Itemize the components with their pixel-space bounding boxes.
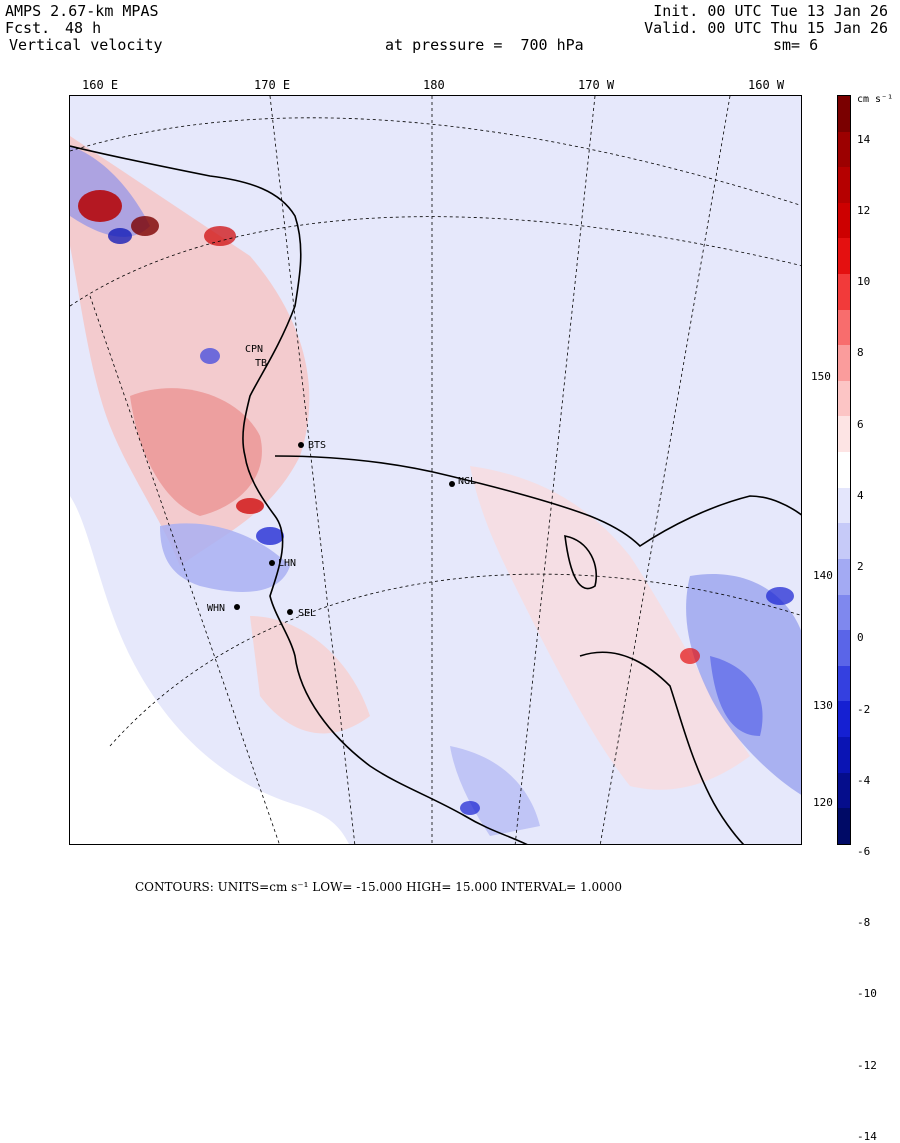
- field-name: Vertical velocity: [9, 36, 163, 54]
- colorbar-segment: [838, 309, 850, 346]
- lat-label: 150 W: [811, 370, 845, 383]
- colorbar-tick-label: -4: [857, 773, 871, 787]
- colorbar-tick-label: 8: [857, 346, 864, 360]
- colorbar-segment: [838, 808, 850, 844]
- coastline: [70, 145, 801, 844]
- colorbar-segment: [838, 202, 850, 239]
- colorbar-segment: [838, 772, 850, 809]
- colorbar-segment: [838, 594, 850, 631]
- descent-field: [450, 746, 540, 836]
- colorbar-segment: [838, 630, 850, 666]
- colorbar-segment: [838, 96, 850, 132]
- colorbar-tick-label: -10: [857, 987, 877, 1001]
- ascent-cell: [680, 648, 700, 664]
- station-label: SEL: [298, 608, 316, 619]
- contour-info: CONTOURS: UNITS=cm s⁻¹ LOW= -15.000 HIGH…: [135, 880, 623, 894]
- descent-field: [160, 523, 290, 592]
- station-dot: [449, 481, 455, 487]
- descent-cell: [460, 801, 480, 815]
- descent-field: [710, 656, 763, 736]
- ascent-field: [130, 388, 262, 516]
- colorbar-tick-label: -14: [857, 1129, 877, 1143]
- station-dot: [269, 560, 275, 566]
- ascent-field: [250, 616, 370, 734]
- graticule: [70, 96, 801, 844]
- forecast-label: Fcst.: [5, 19, 51, 37]
- colorbar-tick-label: -8: [857, 916, 871, 930]
- descent-cell: [766, 587, 794, 605]
- ascent-cell: [204, 226, 236, 246]
- station-label: NGL: [458, 476, 476, 487]
- lon-label: 180: [423, 78, 445, 92]
- stations: [234, 442, 455, 615]
- map-canvas: CPN TB BTS NGL LHN WHN SEL: [70, 96, 801, 844]
- colorbar-tick-label: 2: [857, 560, 864, 574]
- colorbar-units: cm s⁻¹: [857, 94, 894, 105]
- lon-label: 170 E: [254, 78, 291, 92]
- lon-label: 160 E: [82, 78, 119, 92]
- colorbar-segment: [838, 131, 850, 168]
- ascent-cell: [78, 190, 122, 222]
- colorbar-segment: [838, 274, 850, 310]
- lon-label: 160 W: [748, 78, 785, 92]
- model-title: AMPS 2.67-km MPAS: [5, 2, 159, 20]
- ascent-field: [470, 466, 750, 790]
- colorbar-segment: [838, 345, 850, 381]
- map-panel[interactable]: CPN TB BTS NGL LHN WHN SEL: [69, 95, 802, 845]
- colorbar-tick-label: -12: [857, 1058, 877, 1072]
- station-label: BTS: [308, 440, 326, 451]
- colorbar-tick-label: -2: [857, 702, 871, 716]
- ascent-cell: [131, 216, 159, 236]
- init-time: Init. 00 UTC Tue 13 Jan 26: [653, 2, 888, 20]
- colorbar-segment: [838, 238, 850, 275]
- colorbar-segment: [838, 380, 850, 417]
- station-dot: [234, 604, 240, 610]
- pressure-level: at pressure = 700 hPa: [385, 36, 584, 54]
- smoothing-label: sm= 6: [773, 36, 819, 54]
- colorbar-segment: [838, 558, 850, 595]
- descent-cell: [108, 228, 132, 244]
- colorbar-segment: [838, 701, 850, 737]
- station-label: TB: [255, 358, 267, 369]
- station-label: CPN: [245, 344, 263, 355]
- station-dot: [298, 442, 304, 448]
- colorbar-tick-label: 14: [857, 132, 871, 146]
- forecast-hour: 48 h: [65, 19, 102, 37]
- colorbar-tick-label: 6: [857, 417, 864, 431]
- colorbar-segment: [838, 167, 850, 203]
- station-label: WHN: [207, 603, 225, 614]
- station-dot: [287, 609, 293, 615]
- colorbar-tick-label: 4: [857, 488, 864, 502]
- colorbar-segment: [838, 452, 850, 488]
- colorbar: [837, 95, 851, 845]
- descent-cell: [200, 348, 220, 364]
- colorbar-segment: [838, 736, 850, 773]
- colorbar-segment: [838, 416, 850, 453]
- colorbar-tick-label: 12: [857, 203, 871, 217]
- ascent-cell: [236, 498, 264, 514]
- colorbar-segment: [838, 523, 850, 559]
- station-label: LHN: [278, 558, 296, 569]
- lon-label: 170 W: [578, 78, 615, 92]
- descent-cell: [256, 527, 284, 545]
- colorbar-tick-label: 0: [857, 631, 864, 645]
- colorbar-segment: [838, 665, 850, 702]
- colorbar-tick-label: -6: [857, 845, 871, 858]
- colorbar-segment: [838, 487, 850, 524]
- colorbar-tick-label: 10: [857, 275, 871, 289]
- valid-time: Valid. 00 UTC Thu 15 Jan 26: [644, 19, 888, 37]
- no-data-region: [70, 496, 349, 844]
